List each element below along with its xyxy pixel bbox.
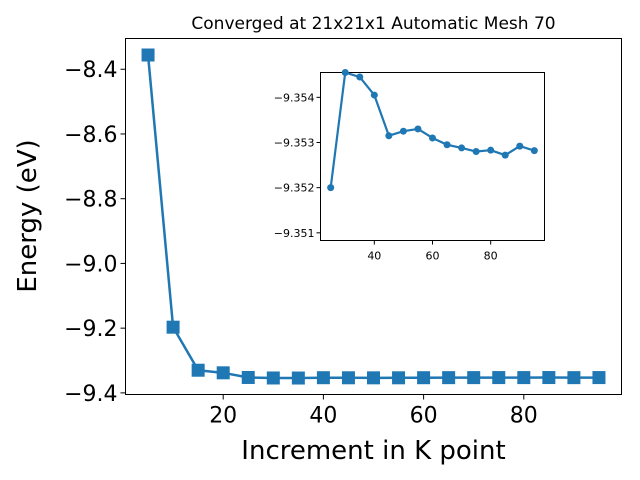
x-axis-label: Increment in K point [241, 436, 505, 466]
inset-data-point [501, 151, 509, 159]
main-y-tick-label: −9.4 [64, 382, 117, 407]
inset-data-point [487, 146, 495, 154]
inset-data-point [429, 134, 436, 142]
main-x-tick-label: 80 [510, 404, 538, 429]
main-data-point [241, 370, 255, 384]
main-x-ticks: 20 40 60 80 [209, 394, 538, 429]
chart-title: Converged at 21x21x1 Automatic Mesh 70 [191, 14, 555, 34]
inset-x-tick-label: 60 [426, 250, 440, 263]
main-data-point [266, 371, 280, 385]
main-x-tick-label: 20 [209, 404, 237, 429]
inset-data-point [341, 69, 349, 76]
main-data-point [442, 371, 456, 385]
main-data-point [341, 371, 355, 385]
main-data-point [367, 371, 380, 385]
inset-y-ticks: −9.354 −9.353 −9.352 −9.351 [274, 91, 321, 240]
main-data-point [567, 371, 581, 385]
main-data-point [417, 371, 431, 385]
main-x-tick-label: 60 [410, 404, 438, 429]
main-data-point [392, 371, 406, 385]
inset-data-point [458, 144, 466, 152]
main-data-point [141, 48, 155, 62]
inset-x-tick-label: 40 [367, 250, 381, 263]
inset-data-point [327, 184, 335, 192]
main-data-point [191, 363, 205, 377]
y-axis-label: Energy (eV) [13, 139, 43, 292]
inset-x-ticks: 40 60 80 [367, 240, 498, 263]
main-y-ticks: −8.4 −8.6 −8.8 −9.0 −9.2 −9.4 [64, 58, 126, 407]
inset-data-point [443, 141, 451, 149]
inset-data-point [530, 147, 538, 155]
inset-data-point [516, 142, 524, 150]
main-data-point [492, 371, 506, 385]
main-data-point [291, 371, 305, 385]
inset-x-tick-label: 80 [484, 250, 498, 263]
main-data-point [467, 371, 481, 385]
inset-y-tick-label: −9.353 [274, 137, 315, 150]
inset-y-tick-label: −9.352 [274, 182, 315, 195]
inset-data-point [414, 125, 422, 133]
inset-data-point [370, 91, 378, 99]
inset-data-point [356, 73, 364, 81]
main-data-point [517, 371, 531, 385]
main-y-tick-label: −8.4 [64, 58, 117, 83]
main-data-point [542, 371, 556, 385]
main-y-tick-label: −8.6 [64, 123, 117, 148]
main-y-tick-label: −9.0 [64, 252, 117, 277]
inset-data-point [472, 148, 480, 156]
main-y-tick-label: −9.2 [64, 317, 117, 342]
main-data-point [216, 366, 230, 380]
main-plot: 20 40 60 80 −8.4 −8.6 −8.8 −9.0 −9.2 −9.4 [64, 38, 622, 429]
inset-series [327, 69, 538, 192]
inset-plot: 40 60 80 −9.354 −9.353 −9.352 −9.351 [274, 69, 545, 263]
main-series [141, 48, 606, 385]
inset-data-point [399, 127, 407, 135]
inset-y-tick-label: −9.354 [274, 91, 315, 104]
main-plot-frame [125, 38, 622, 395]
inset-y-tick-label: −9.351 [274, 227, 315, 240]
main-data-point [166, 320, 180, 334]
main-data-point [592, 371, 606, 385]
main-x-tick-label: 40 [309, 404, 337, 429]
main-y-tick-label: −8.8 [64, 188, 117, 213]
inset-plot-background [320, 72, 545, 241]
main-data-point [316, 371, 330, 385]
inset-data-point [385, 132, 393, 140]
